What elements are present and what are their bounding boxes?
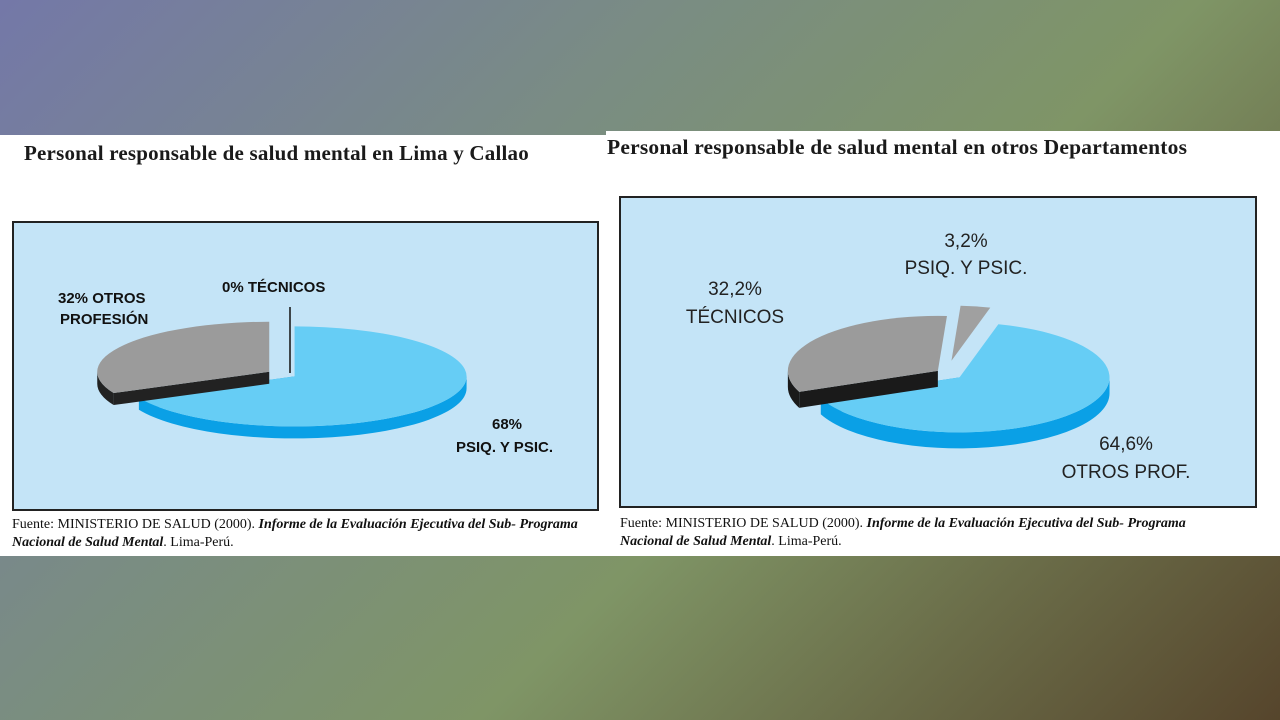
chart-area: 3,2% PSIQ. Y PSIC. 32,2% TÉCNICOS 64,6% … [619, 196, 1257, 508]
pie-slice [787, 315, 947, 392]
source-note: Fuente: MINISTERIO DE SALUD (2000). Info… [620, 515, 1186, 551]
source-suffix: . Lima-Perú. [771, 534, 842, 549]
chart-panel-lima: Personal responsable de salud mental en … [0, 135, 606, 556]
slice-label-pct: 0% TÉCNICOS [222, 279, 325, 296]
slice-label-name: PROFESIÓN [60, 310, 148, 328]
source-title-2: Nacional de Salud Mental [12, 535, 164, 550]
pie-slice-wall [799, 370, 938, 408]
source-suffix: . Lima-Perú. [163, 535, 234, 550]
pie-chart-departamentos: 3,2% PSIQ. Y PSIC. 32,2% TÉCNICOS 64,6% … [686, 231, 1191, 483]
slice-label-pct: 32,2% [708, 279, 762, 300]
slice-label-name: OTROS PROF. [1062, 462, 1191, 483]
pie-slice-side [820, 377, 1110, 449]
slice-label-name: PSIQ. Y PSIC. [456, 439, 553, 456]
pie-slices [97, 321, 467, 439]
source-title: Informe de la Evaluación Ejecutiva del S… [258, 517, 578, 532]
pie-chart-lima: 32% OTROS PROFESIÓN 0% TÉCNICOS 68% PSIQ… [58, 279, 553, 456]
pie-slice-side [787, 370, 800, 408]
pie-slice-side [138, 376, 467, 439]
slice-label-pct: 32% OTROS [58, 290, 146, 307]
slice-label-pct: 3,2% [944, 231, 987, 252]
slice-label-name: TÉCNICOS [686, 307, 784, 328]
source-title: Informe de la Evaluación Ejecutiva del S… [866, 516, 1186, 531]
chart-panel-departamentos: Personal responsable de salud mental en … [606, 131, 1280, 556]
pie-slices [787, 305, 1110, 449]
pie-slice [951, 305, 991, 361]
chart-title: Personal responsable de salud mental en … [24, 141, 529, 165]
chart-area: 32% OTROS PROFESIÓN 0% TÉCNICOS 68% PSIQ… [12, 221, 599, 511]
pie-slice [820, 324, 1110, 433]
pie-slice [97, 321, 270, 394]
source-prefix: Fuente: MINISTERIO DE SALUD (2000). [12, 517, 256, 532]
chart-title: Personal responsable de salud mental en … [607, 135, 1188, 159]
source-title-2: Nacional de Salud Mental [620, 534, 772, 549]
source-prefix: Fuente: MINISTERIO DE SALUD (2000). [620, 516, 864, 531]
slice-label-name: PSIQ. Y PSIC. [905, 258, 1028, 279]
pie-slice-side [97, 371, 114, 406]
pie-slice-wall [113, 371, 270, 406]
slice-label-pct: 64,6% [1099, 434, 1153, 455]
pie-slice [138, 326, 467, 427]
slice-label-pct: 68% [492, 416, 522, 433]
source-note: Fuente: MINISTERIO DE SALUD (2000). Info… [12, 516, 578, 552]
